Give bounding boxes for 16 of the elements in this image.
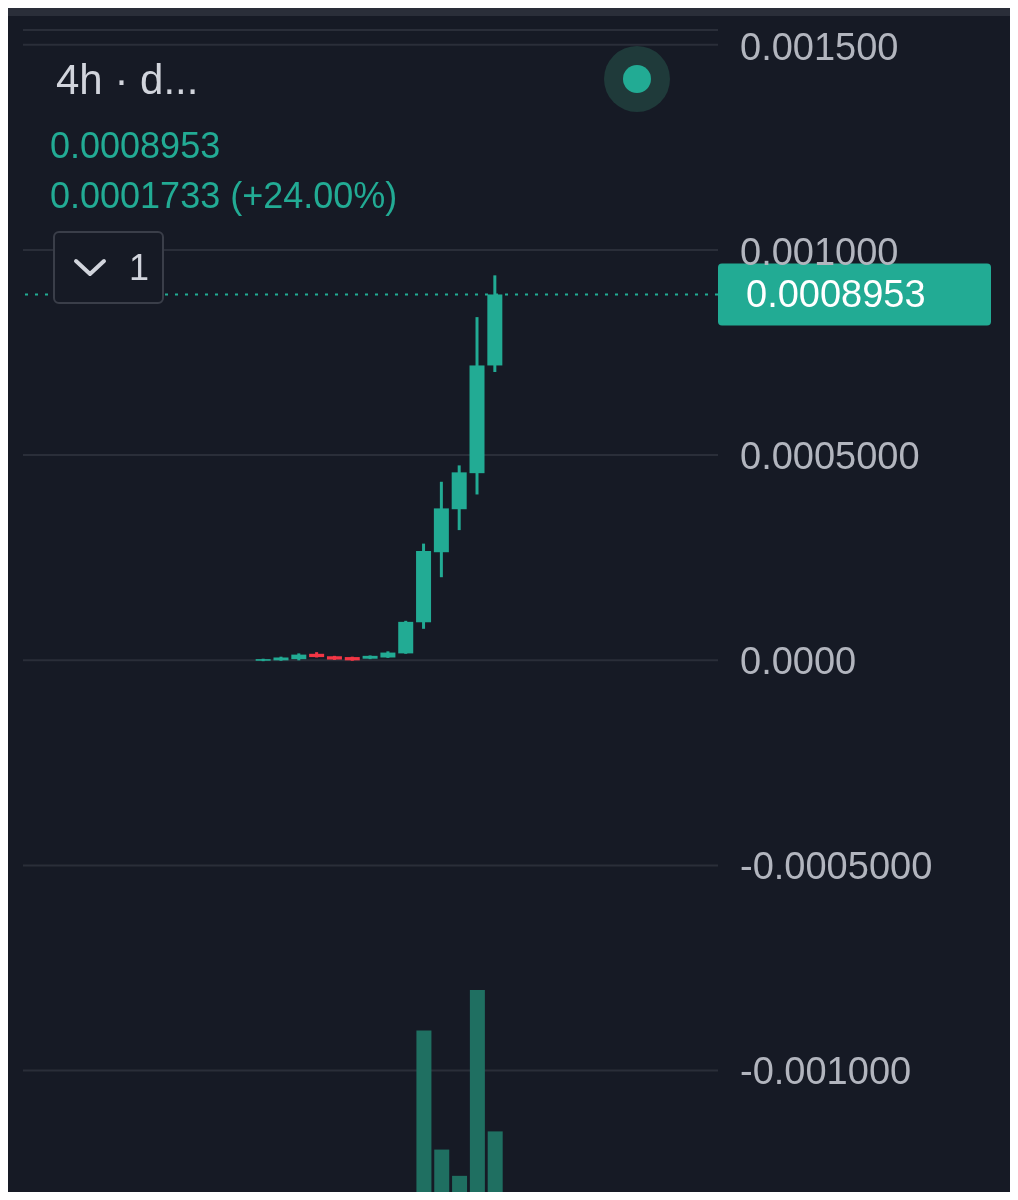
annotation: 0.0001733 (+24.00%) [50, 175, 398, 217]
bar [416, 1030, 432, 1192]
y-tick-label: 0.0005000 [740, 435, 920, 478]
bar [434, 1149, 450, 1192]
ref-line-label: 0.0008953 [746, 273, 926, 316]
y-tick-label: 0.001000 [740, 230, 899, 273]
y-tick-label: 0.001500 [740, 25, 899, 68]
annotation: 1 [129, 246, 150, 289]
bar [469, 990, 485, 1192]
y-tick-label: 0.0000 [740, 640, 857, 683]
y-tick-label: -0.0005000 [740, 844, 933, 887]
annotation: 0.0008953 [50, 125, 221, 167]
text: 4h · d... [56, 56, 199, 104]
bar [452, 1175, 468, 1192]
y-tick-label: -0.001000 [740, 1049, 912, 1092]
bar [487, 1131, 503, 1192]
